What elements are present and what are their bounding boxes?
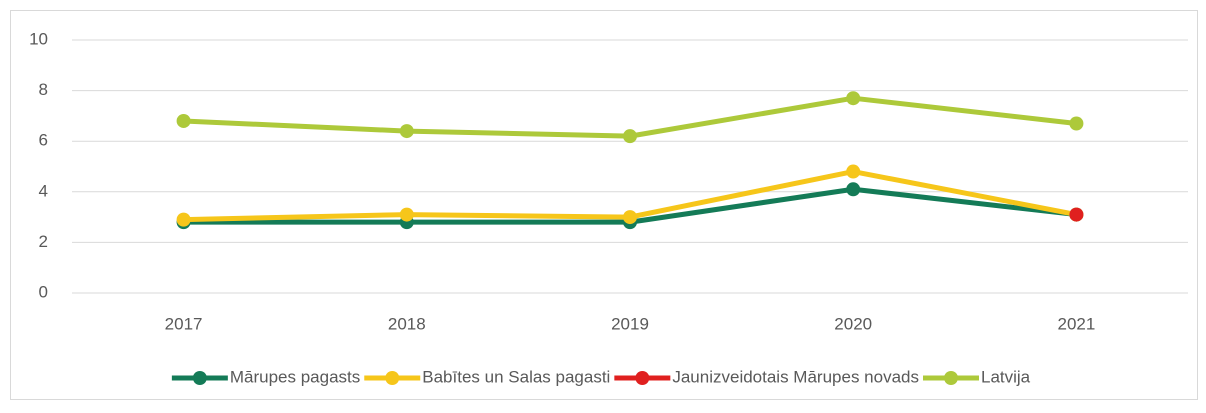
x-tick-label: 2018 (388, 314, 426, 333)
y-tick-label: 0 (39, 282, 48, 301)
legend-marker (635, 371, 650, 385)
legend-label: Jaunizveidotais Mārupes novads (672, 367, 919, 386)
legend-item: Latvija (923, 367, 1031, 386)
y-tick-label: 4 (39, 181, 48, 200)
point (623, 210, 637, 225)
x-tick-label: 2021 (1057, 314, 1095, 333)
point (1069, 207, 1084, 222)
legend-label: Mārupes pagasts (230, 367, 360, 386)
y-tick-label: 2 (39, 232, 48, 251)
y-tick-label: 6 (39, 131, 48, 150)
legend-marker (385, 371, 400, 385)
point (176, 212, 191, 227)
legend-marker (192, 371, 207, 385)
point (399, 207, 414, 222)
point (176, 113, 191, 128)
y-tick-label: 8 (39, 80, 48, 99)
legend-item: Mārupes pagasts (171, 367, 360, 386)
y-tick-label: 10 (29, 29, 48, 48)
legend-item: Jaunizveidotais Mārupes novads (614, 367, 919, 386)
legend-label: Babītes un Salas pagasti (422, 367, 610, 386)
legend-item: Babītes un Salas pagasti (364, 367, 610, 386)
point (1069, 116, 1084, 131)
point (846, 91, 861, 106)
point (623, 129, 637, 144)
legend-marker (944, 371, 958, 385)
x-tick-label: 2017 (165, 314, 203, 333)
x-tick-label: 2020 (834, 314, 872, 333)
x-tick-label: 2019 (611, 314, 649, 333)
point (399, 124, 414, 139)
legend-label: Latvija (981, 367, 1031, 386)
point (846, 164, 861, 179)
point (846, 182, 861, 197)
